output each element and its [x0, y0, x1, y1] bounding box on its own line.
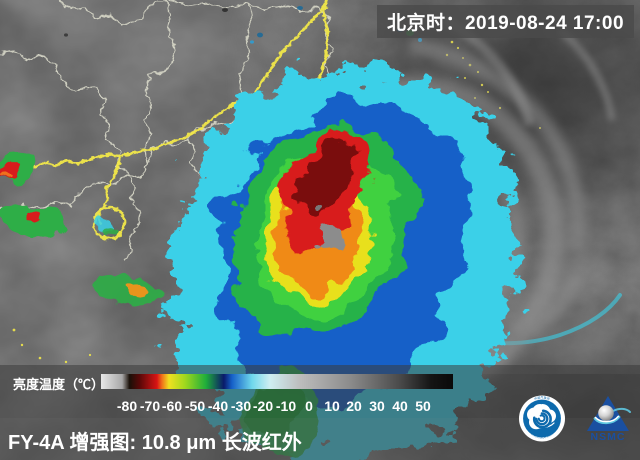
svg-text:NSMC: NSMC	[591, 431, 626, 443]
